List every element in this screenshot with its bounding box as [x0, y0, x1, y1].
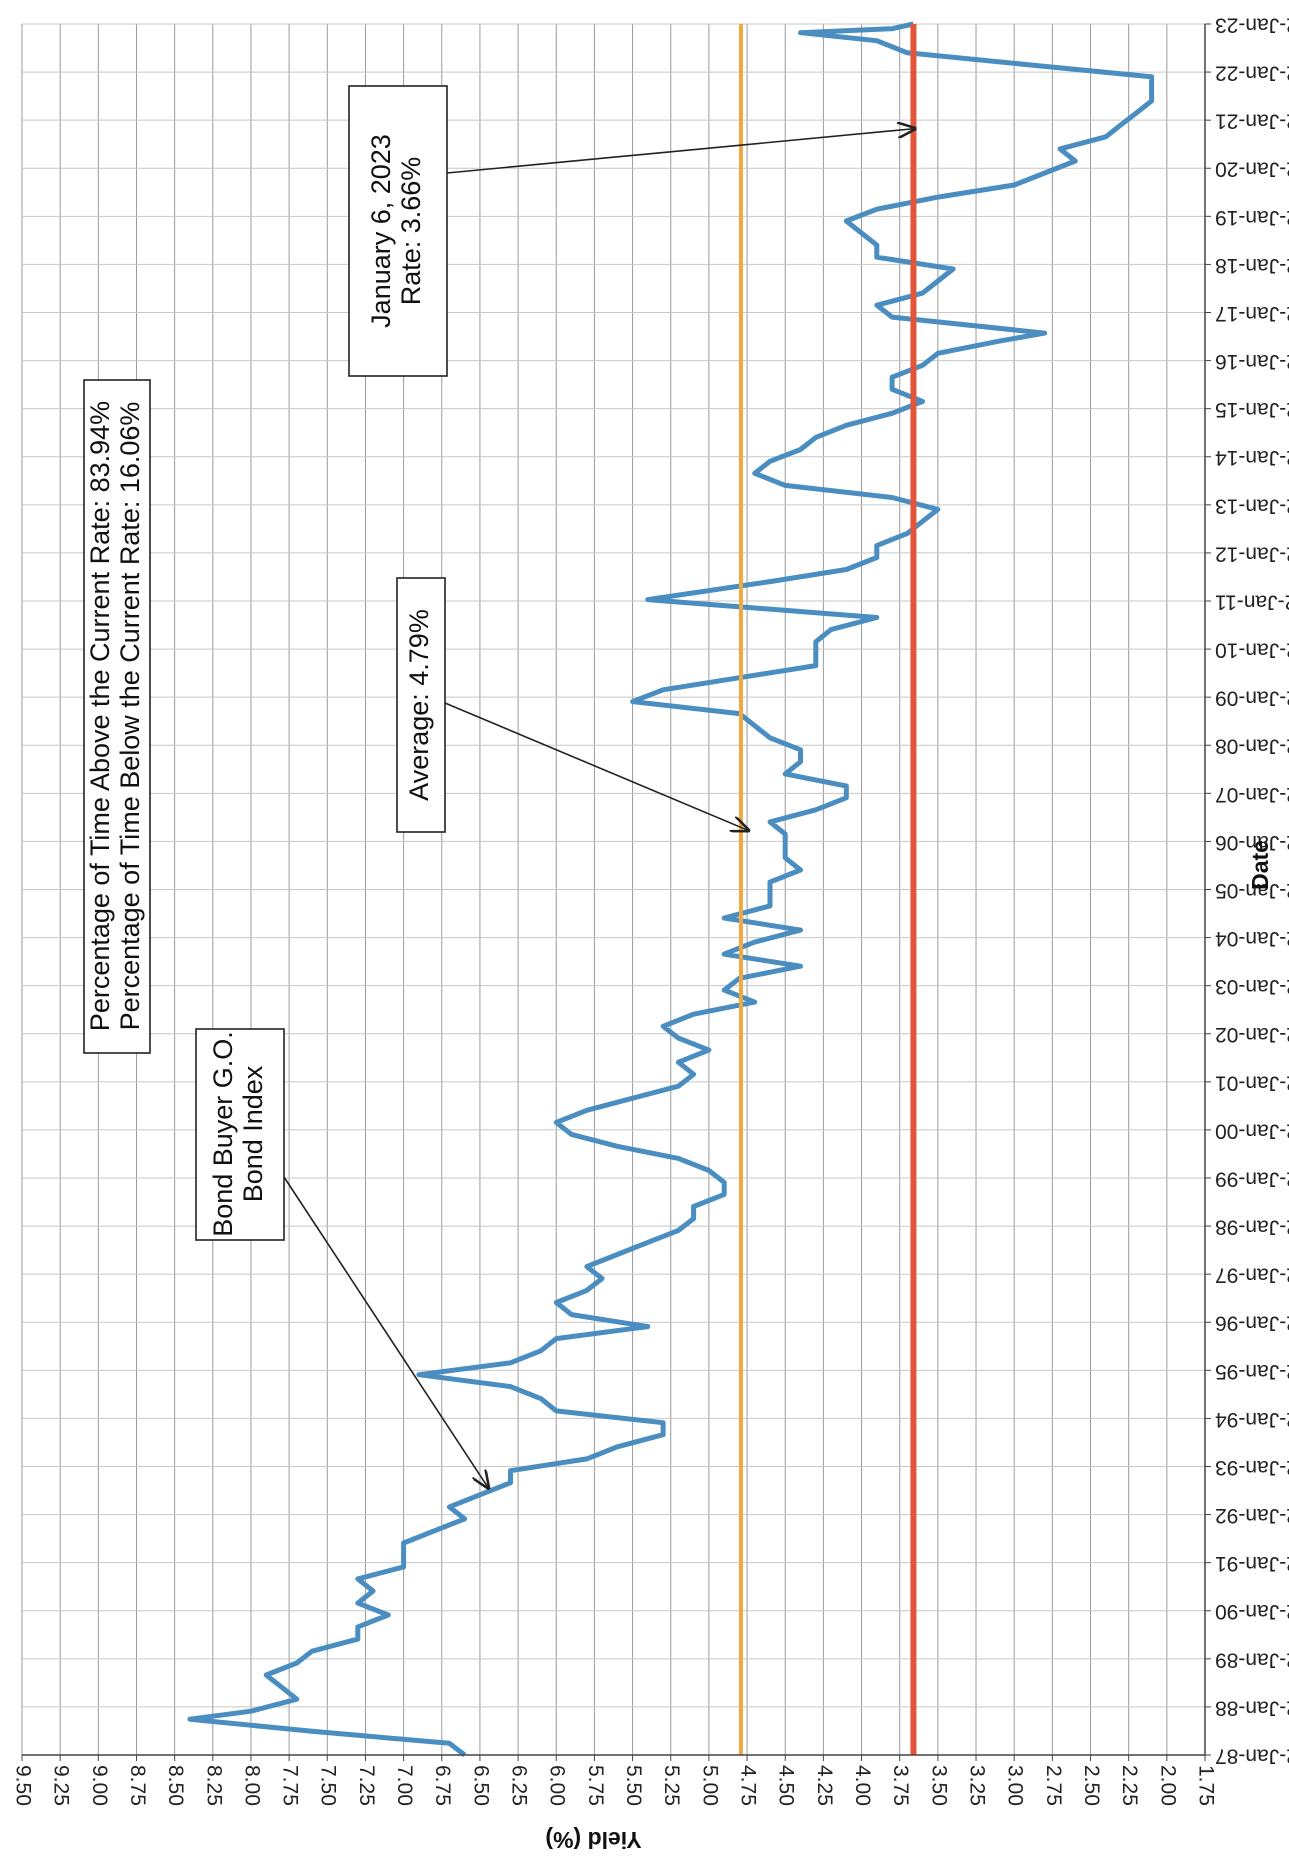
tick-label-date: 2-Jan-89: [1215, 1648, 1289, 1671]
tick-label-yield: 1.75: [1194, 1765, 1217, 1806]
tick-label-yield: 5.25: [660, 1765, 683, 1806]
tick-label-yield: 2.25: [1118, 1765, 1141, 1806]
series-bond-index-line: [187, 21, 1155, 1757]
tick-label-date: 2-Jan-96: [1215, 1312, 1289, 1335]
tick-label-date: 2-Jan-21: [1215, 110, 1289, 133]
tick-label-date: 2-Jan-07: [1215, 783, 1289, 806]
tick-label-yield: 5.00: [698, 1765, 721, 1806]
tick-label-yield: 9.50: [11, 1765, 34, 1806]
tick-label-date: 2-Jan-05: [1215, 879, 1289, 902]
tick-label-date: 2-Jan-13: [1215, 494, 1289, 517]
tick-label-date: 2-Jan-87: [1215, 1744, 1289, 1767]
annotation-box: [396, 577, 446, 833]
annotation-text: Bond Index: [238, 1065, 268, 1202]
tick-label-date: 2-Jan-95: [1215, 1360, 1289, 1383]
annotation-box: [83, 379, 151, 1054]
tick-label-date: 2-Jan-19: [1215, 206, 1289, 229]
tick-label-yield: 4.50: [775, 1765, 798, 1806]
annotation-text: Bond Buyer G.O.: [208, 1031, 238, 1237]
x-axis-title: Date: [1247, 840, 1273, 890]
annotation-box: [348, 85, 448, 377]
tick-label-date: 2-Jan-93: [1215, 1456, 1289, 1479]
tick-label-date: 2-Jan-17: [1215, 302, 1289, 325]
tick-label-yield: 8.25: [202, 1765, 225, 1806]
annotation-arrow: [446, 129, 913, 174]
annotation-arrow: [283, 1176, 488, 1487]
tick-label-date: 2-Jan-02: [1215, 1023, 1289, 1046]
annotation-text: Average: 4.79%: [404, 609, 434, 801]
tick-label-date: 2-Jan-16: [1215, 350, 1289, 373]
tick-label-date: 2-Jan-04: [1215, 927, 1289, 950]
tick-label-date: 2-Jan-22: [1215, 62, 1289, 85]
tick-label-date: 2-Jan-14: [1215, 446, 1289, 469]
tick-label-yield: 9.00: [88, 1765, 111, 1806]
tick-label-yield: 4.00: [851, 1765, 874, 1806]
tick-label-date: 2-Jan-91: [1215, 1552, 1289, 1575]
tick-label-date: 2-Jan-98: [1215, 1216, 1289, 1239]
tick-label-yield: 6.75: [431, 1765, 454, 1806]
tick-label-yield: 7.50: [317, 1765, 340, 1806]
tick-label-date: 2-Jan-97: [1215, 1264, 1289, 1287]
tick-label-date: 2-Jan-88: [1215, 1696, 1289, 1719]
tick-label-yield: 5.50: [622, 1765, 645, 1806]
tick-label-yield: 6.25: [508, 1765, 531, 1806]
annotation-text: Percentage of Time Above the Current Rat…: [85, 401, 115, 1031]
tick-label-yield: 3.75: [889, 1765, 912, 1806]
tick-label-date: 2-Jan-20: [1215, 158, 1289, 181]
tick-label-yield: 6.50: [469, 1765, 492, 1806]
tick-label-date: 2-Jan-01: [1215, 1071, 1289, 1094]
tick-label-date: 2-Jan-90: [1215, 1600, 1289, 1623]
tick-label-date: 2-Jan-00: [1215, 1119, 1289, 1142]
chart-axes: 1.75 2.00 2.25 2.50 2.75 3.00 3.25 3.50 3.75 4.00…: [11, 13, 1289, 1852]
tick-label-date: 2-Jan-10: [1215, 639, 1289, 662]
tick-label-yield: 5.75: [584, 1765, 607, 1806]
tick-label-date: 2-Jan-03: [1215, 975, 1289, 998]
annotation-arrow: [444, 702, 747, 830]
tick-label-date: 2-Jan-18: [1215, 254, 1289, 277]
annotation-text: Percentage of Time Below the Current Rat…: [115, 402, 145, 1031]
tick-label-yield: 7.75: [279, 1765, 302, 1806]
tick-label-date: 2-Jan-15: [1215, 398, 1289, 421]
tick-label-date: 2-Jan-99: [1215, 1167, 1289, 1190]
tick-label-yield: 8.75: [126, 1765, 149, 1806]
tick-label-yield: 2.75: [1042, 1765, 1065, 1806]
annotation-box: [195, 1028, 285, 1241]
tick-label-yield: 3.00: [1004, 1765, 1027, 1806]
annotation-text: January 6, 2023: [366, 134, 396, 328]
tick-label-yield: 9.25: [50, 1765, 73, 1806]
tick-label-date: 2-Jan-12: [1215, 542, 1289, 565]
y-axis-title: Yield (%): [545, 1827, 641, 1853]
tick-label-date: 2-Jan-06: [1215, 831, 1289, 854]
tick-label-date: 2-Jan-11: [1215, 590, 1289, 613]
chart-grid: [21, 23, 1206, 1756]
tick-label-yield: 2.00: [1156, 1765, 1179, 1806]
annotation-text: Rate: 3.66%: [396, 157, 426, 306]
tick-label-yield: 4.25: [813, 1765, 836, 1806]
tick-label-yield: 6.00: [546, 1765, 569, 1806]
tick-label-yield: 3.50: [927, 1765, 950, 1806]
tick-label-date: 2-Jan-94: [1215, 1408, 1289, 1431]
tick-label-date: 2-Jan-09: [1215, 687, 1289, 710]
tick-label-yield: 7.25: [355, 1765, 378, 1806]
tick-label-yield: 3.25: [965, 1765, 988, 1806]
chart-annotations: Percentage of Time Above the Current Rat…: [83, 85, 913, 1487]
tick-label-yield: 7.00: [393, 1765, 416, 1806]
tick-label-date: 2-Jan-23: [1215, 13, 1289, 36]
tick-label-yield: 2.50: [1080, 1765, 1103, 1806]
chart-plot: [187, 21, 1155, 1757]
tick-label-date: 2-Jan-92: [1215, 1504, 1289, 1527]
tick-label-yield: 8.00: [240, 1765, 263, 1806]
tick-label-date: 2-Jan-08: [1215, 735, 1289, 758]
tick-label-yield: 4.75: [737, 1765, 760, 1806]
tick-label-yield: 8.50: [164, 1765, 187, 1806]
